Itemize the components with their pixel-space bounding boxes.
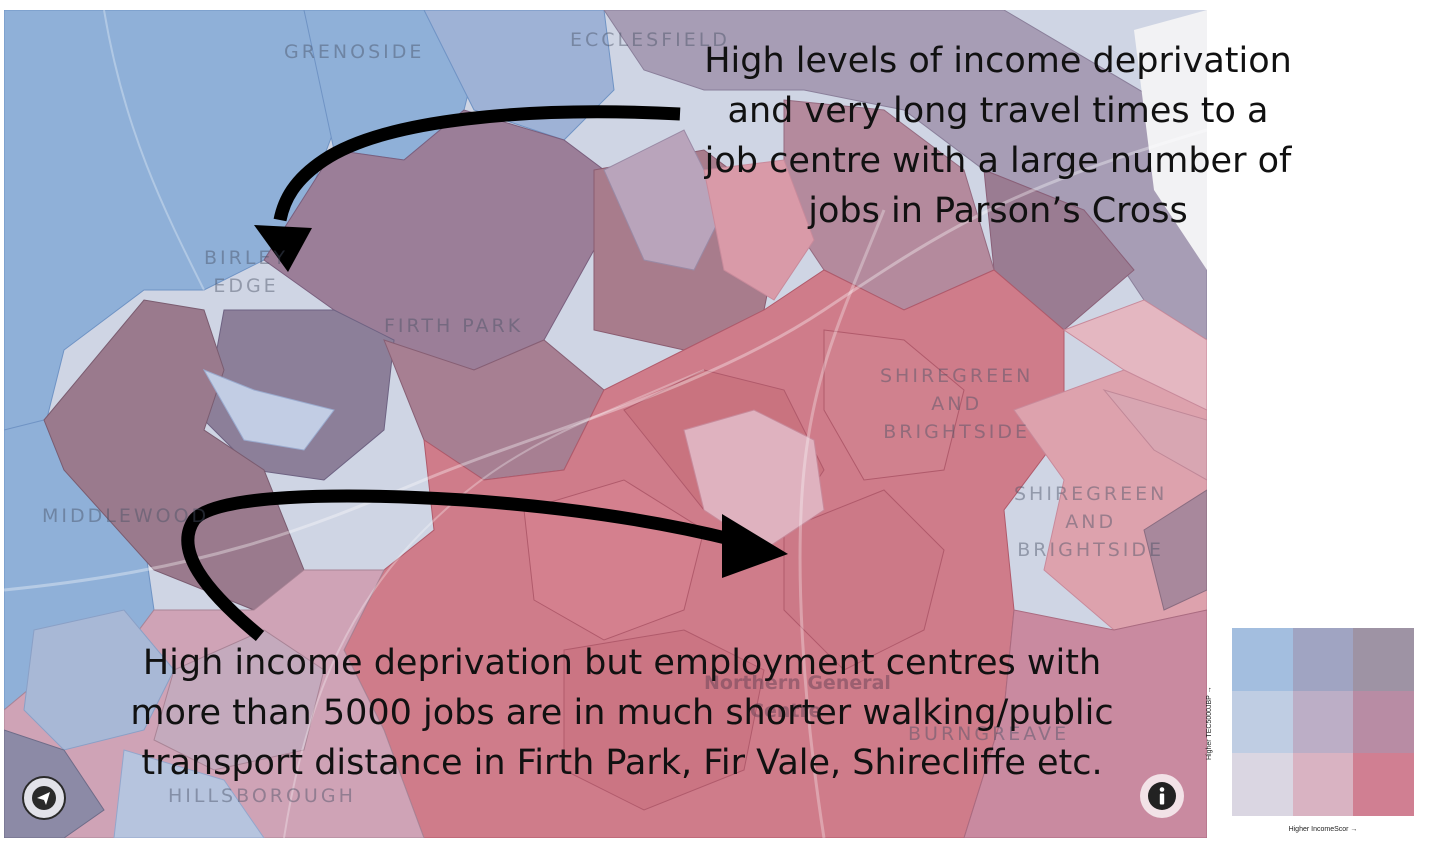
info-button[interactable] bbox=[1140, 774, 1184, 818]
annotation-bottom: High income deprivation but employment c… bbox=[130, 643, 1114, 783]
bivariate-legend bbox=[1232, 628, 1414, 816]
arrow-top-line bbox=[273, 105, 681, 222]
choropleth-layer bbox=[4, 10, 1207, 838]
info-icon bbox=[1148, 782, 1176, 810]
legend-cell bbox=[1232, 690, 1293, 754]
legend-cell bbox=[1292, 628, 1354, 691]
arrow-bottom-line bbox=[181, 489, 736, 642]
geolocate-icon bbox=[32, 786, 56, 810]
arrow-bottom-head bbox=[722, 514, 788, 578]
legend-cell bbox=[1292, 690, 1354, 754]
arrow-top-head bbox=[254, 225, 312, 272]
legend-cell bbox=[1353, 753, 1414, 816]
legend-cell bbox=[1232, 628, 1293, 691]
legend-cell bbox=[1292, 753, 1354, 816]
annotation-top: High levels of income deprivation and ve… bbox=[704, 41, 1292, 231]
geolocate-button[interactable] bbox=[22, 776, 66, 820]
legend-x-label: Higher IncomeScor → bbox=[1288, 826, 1358, 833]
poi-label-centre: Centre bbox=[750, 700, 822, 722]
legend-cell bbox=[1232, 753, 1293, 816]
poi-label-northern-general: Northern General bbox=[704, 672, 891, 694]
legend-y-label: Higher TEC5000JBP → bbox=[1206, 686, 1213, 760]
legend-cell bbox=[1353, 690, 1414, 754]
legend-cell bbox=[1353, 628, 1414, 691]
map-canvas[interactable]: GRENOSIDE ECCLESFIELD BIRLEY EDGE FIRTH … bbox=[4, 10, 1207, 838]
